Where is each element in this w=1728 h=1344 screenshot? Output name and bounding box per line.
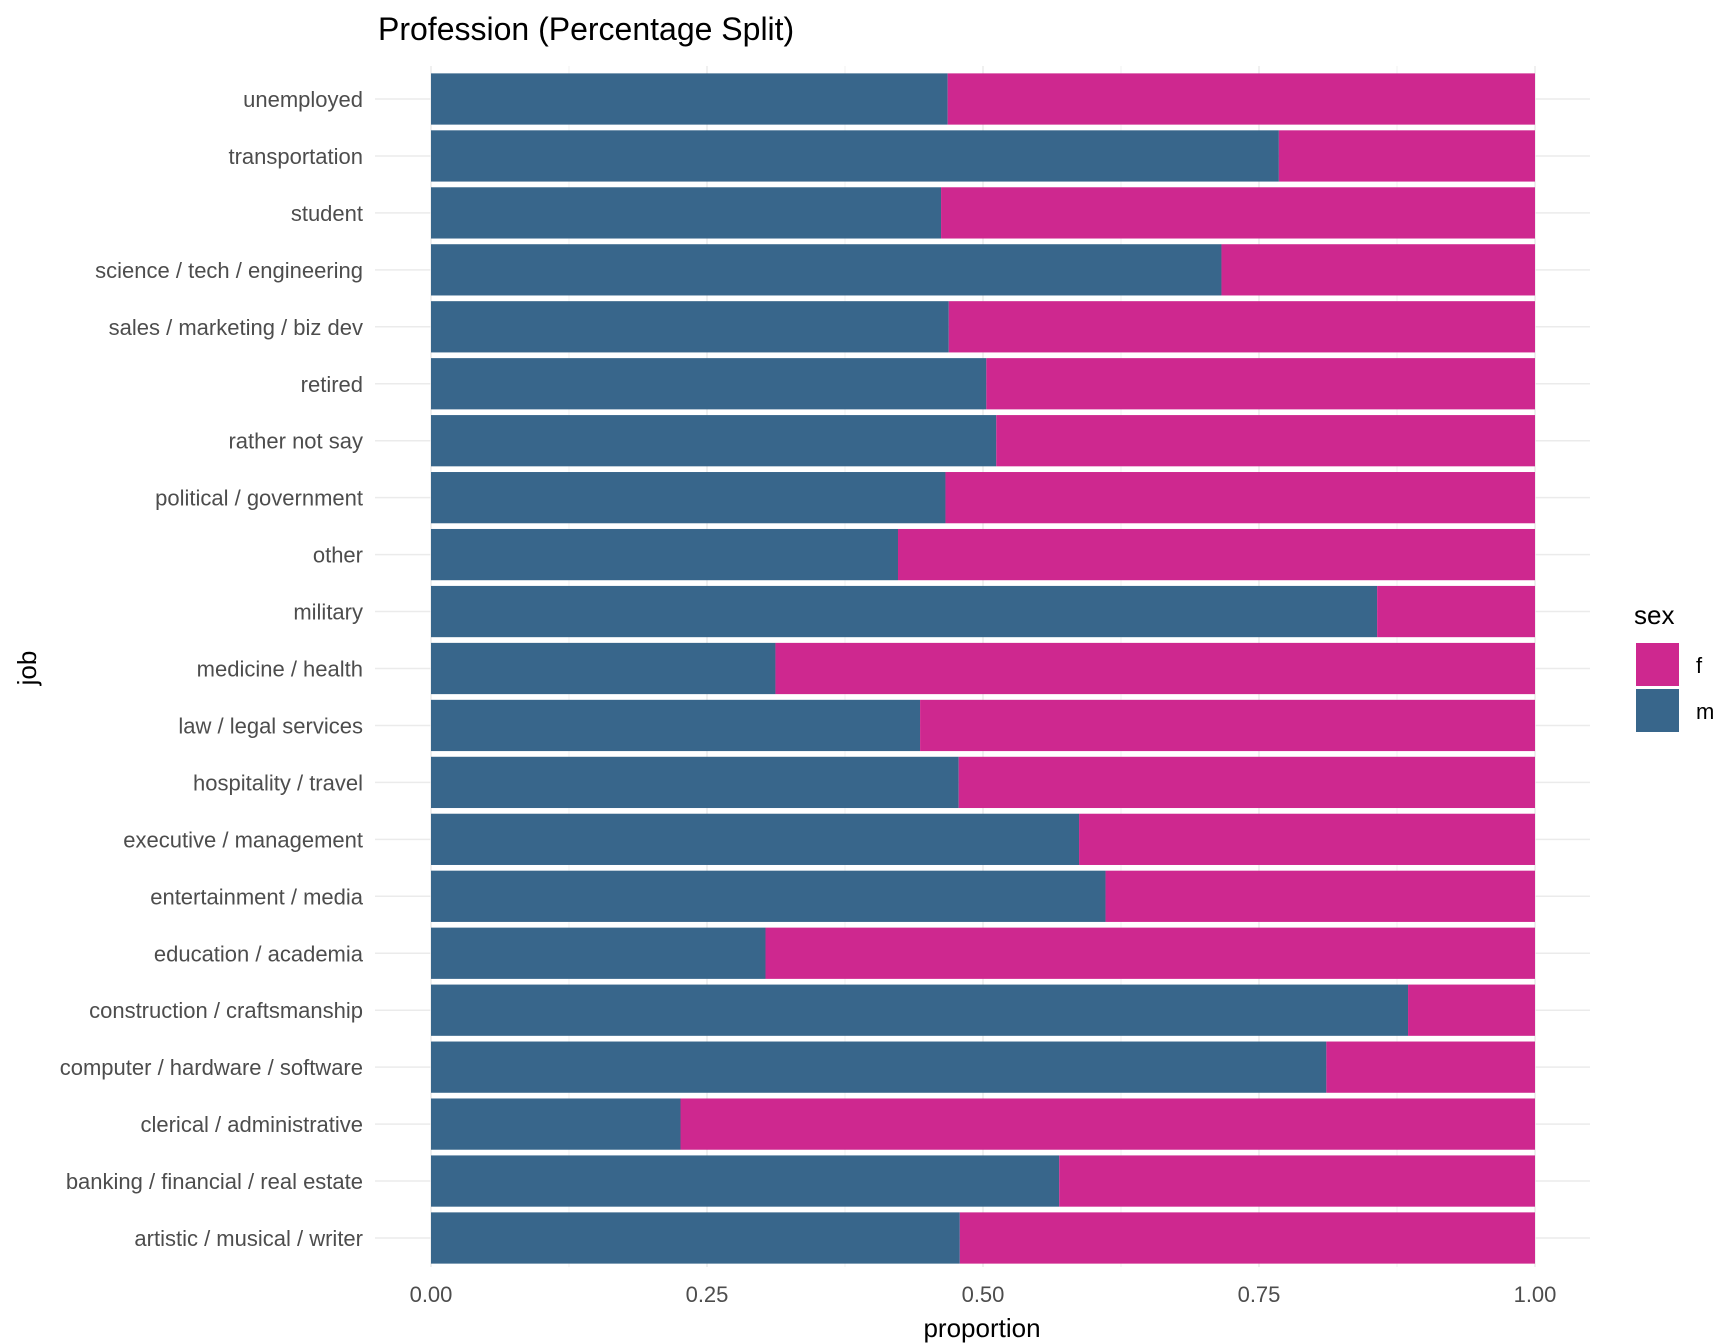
y-tick-label: education / academia <box>154 941 364 966</box>
bar-f <box>1408 984 1535 1036</box>
y-tick-label: hospitality / travel <box>193 770 363 795</box>
bar-f <box>765 927 1535 979</box>
bar-m <box>431 870 1106 922</box>
x-axis-title: proportion <box>923 1313 1040 1343</box>
legend-items: fm <box>1636 643 1714 732</box>
y-tick-label: computer / hardware / software <box>60 1055 363 1080</box>
y-tick-label: executive / management <box>123 827 363 852</box>
x-tick-label: 1.00 <box>1514 1282 1557 1307</box>
bar-f <box>897 528 1535 581</box>
bar-m <box>431 756 959 809</box>
x-tick-label: 0.75 <box>1238 1282 1281 1307</box>
bar-f <box>948 301 1535 353</box>
y-tick-label: rather not say <box>228 429 363 454</box>
bar-m <box>431 984 1409 1036</box>
bar-f <box>1377 585 1535 638</box>
bar-f <box>920 699 1535 752</box>
y-tick-label: artistic / musical / writer <box>134 1226 363 1251</box>
x-tick-label: 0.25 <box>686 1282 729 1307</box>
bar-m <box>431 642 776 695</box>
bar-f <box>1326 1041 1535 1093</box>
bar-f <box>959 1212 1535 1264</box>
bar-f <box>945 472 1535 524</box>
y-tick-label: retired <box>301 372 363 397</box>
bar-f <box>1059 1155 1535 1207</box>
bar-m <box>431 1041 1327 1093</box>
y-tick-label: military <box>293 600 363 625</box>
y-tick-label: student <box>291 201 363 226</box>
y-tick-label: entertainment / media <box>150 884 364 909</box>
bar-f <box>1079 813 1535 865</box>
bar-f <box>986 358 1535 410</box>
bar-f <box>958 756 1535 809</box>
x-tick-label: 0.00 <box>410 1282 453 1307</box>
y-tick-label: law / legal services <box>178 713 363 738</box>
bar-f <box>680 1098 1535 1150</box>
y-tick-label: unemployed <box>243 87 363 112</box>
bar-m <box>431 813 1080 865</box>
x-axis: 0.00 0.25 0.50 0.75 1.00 <box>410 1282 1557 1307</box>
y-tick-label: transportation <box>228 144 363 169</box>
legend-swatch-f <box>1636 643 1679 686</box>
bar-m <box>431 415 997 467</box>
bar-f <box>996 415 1535 467</box>
bar-f <box>1105 870 1535 922</box>
legend-label-f: f <box>1696 653 1703 678</box>
y-tick-label: construction / craftsmanship <box>89 998 363 1023</box>
x-tick-label: 0.50 <box>962 1282 1005 1307</box>
bar-m <box>431 528 898 581</box>
y-tick-label: science / tech / engineering <box>95 258 363 283</box>
bars <box>431 73 1535 1264</box>
bar-m <box>431 927 766 979</box>
bar-m <box>431 301 949 353</box>
bar-m <box>431 130 1279 182</box>
legend-title: sex <box>1634 600 1674 630</box>
bar-f <box>775 642 1535 695</box>
bar-m <box>431 187 942 239</box>
y-tick-label: banking / financial / real estate <box>66 1169 363 1194</box>
legend: sex fm <box>1634 600 1714 732</box>
legend-swatch-m <box>1636 689 1679 732</box>
bar-m <box>431 1155 1060 1207</box>
bar-f <box>941 187 1535 239</box>
y-tick-label: other <box>313 543 363 568</box>
bar-f <box>947 73 1535 125</box>
bar-f <box>1221 244 1535 296</box>
bar-m <box>431 699 921 752</box>
bar-m <box>431 1212 960 1264</box>
chart-title: Profession (Percentage Split) <box>378 11 794 47</box>
bar-m <box>431 585 1378 638</box>
y-axis-title: job <box>12 651 42 687</box>
y-tick-label: clerical / administrative <box>140 1112 363 1137</box>
bar-f <box>1278 130 1535 182</box>
y-tick-label: sales / marketing / biz dev <box>109 315 363 340</box>
y-axis: unemployed transportation student science /… <box>60 87 364 1251</box>
y-tick-label: medicine / health <box>197 657 363 682</box>
legend-label-m: m <box>1696 699 1714 724</box>
bar-m <box>431 244 1222 296</box>
bar-m <box>431 472 946 524</box>
bar-m <box>431 73 948 125</box>
y-tick-label: political / government <box>155 486 363 511</box>
bar-m <box>431 358 987 410</box>
bar-m <box>431 1098 681 1150</box>
